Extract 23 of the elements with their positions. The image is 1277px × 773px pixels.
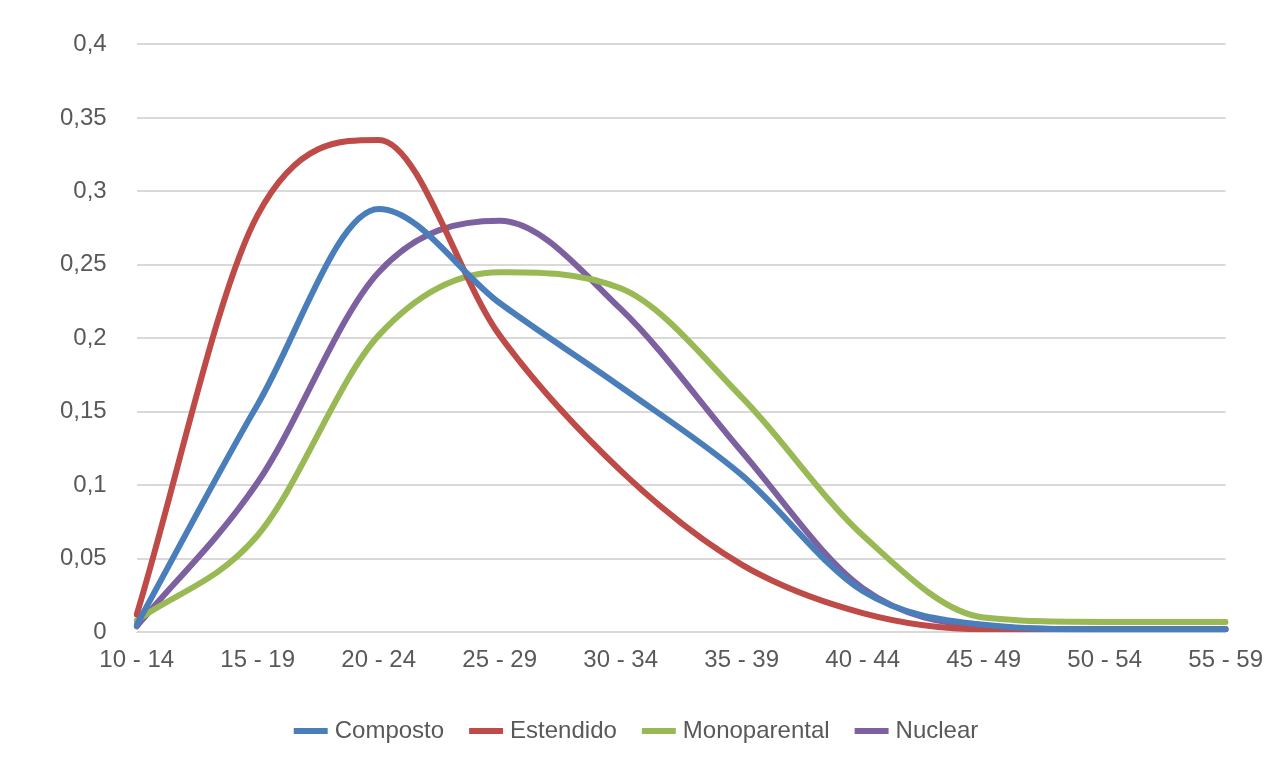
x-tick-label: 40 - 44 [825, 645, 901, 673]
x-tick-label: 25 - 29 [462, 645, 538, 673]
x-tick-label: 30 - 34 [583, 645, 659, 673]
y-tick-label: 0,1 [73, 469, 107, 497]
y-tick-label: 0,2 [73, 322, 107, 350]
legend-label: Nuclear [895, 715, 979, 743]
legend-label: Estendido [510, 715, 617, 743]
x-tick-label: 10 - 14 [99, 645, 175, 673]
y-tick-label: 0,4 [73, 29, 107, 57]
x-tick-label: 20 - 24 [341, 645, 417, 673]
x-tick-label: 35 - 39 [704, 645, 780, 673]
legend-label: Monoparental [682, 715, 830, 743]
y-tick-label: 0,25 [59, 249, 107, 277]
y-tick-label: 0,15 [59, 396, 107, 424]
x-tick-label: 15 - 19 [220, 645, 296, 673]
legend-label: Composto [334, 715, 445, 743]
x-tick-label: 45 - 49 [946, 645, 1022, 673]
x-tick-label: 50 - 54 [1067, 645, 1143, 673]
y-tick-label: 0 [93, 616, 107, 644]
x-tick-label: 55 - 59 [1188, 645, 1263, 673]
y-tick-label: 0,35 [59, 102, 107, 130]
y-tick-label: 0,3 [73, 175, 107, 203]
y-tick-label: 0,05 [59, 543, 107, 571]
